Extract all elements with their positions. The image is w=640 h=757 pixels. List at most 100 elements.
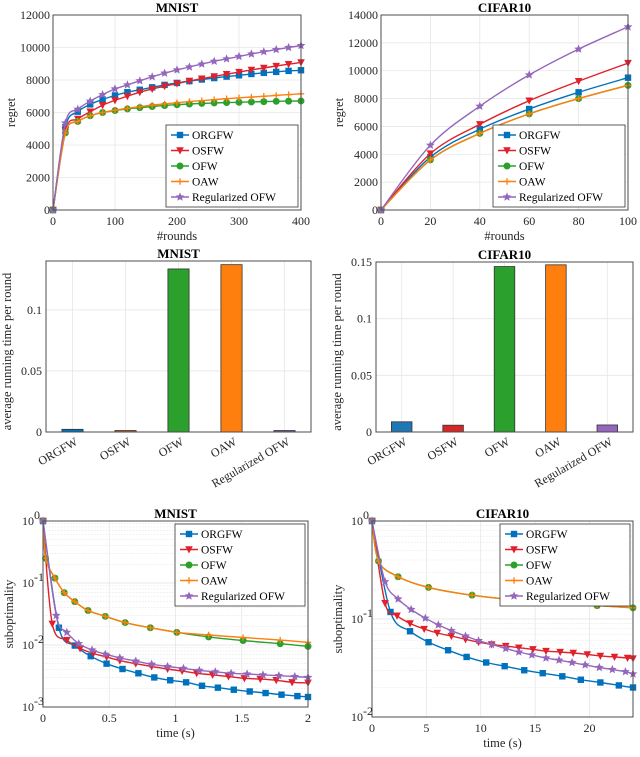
legend-label: OFW xyxy=(526,560,552,572)
y-tick-label: 14000 xyxy=(348,8,378,22)
legend-item: OAW xyxy=(180,576,228,588)
legend-item: OFW xyxy=(171,161,218,173)
data-point xyxy=(147,624,154,631)
chart-title: MNIST xyxy=(154,506,197,521)
y-tick-label: 0.1 xyxy=(357,312,372,326)
data-point xyxy=(272,97,280,105)
data-point xyxy=(294,692,301,700)
bar-ofw xyxy=(167,268,190,433)
data-point xyxy=(86,108,94,116)
data-point xyxy=(574,77,583,86)
y-tick-exponent: 0 xyxy=(363,508,369,522)
data-point xyxy=(160,68,169,77)
y-axis-label: average running time per round xyxy=(0,272,14,430)
data-point xyxy=(186,98,193,105)
data-point xyxy=(167,677,174,684)
data-point xyxy=(278,691,285,698)
data-point xyxy=(148,85,156,93)
legend-label: Regularized OFW xyxy=(519,192,603,204)
y-tick-label: 4000 xyxy=(354,147,378,161)
legend-item: ORGFW xyxy=(505,529,568,541)
data-point xyxy=(247,49,256,58)
y-tick-label: 6000 xyxy=(26,106,50,120)
x-tick-label: OSFW xyxy=(97,434,133,463)
y-axis-label: average running time per round xyxy=(330,272,344,430)
data-point xyxy=(406,620,414,628)
data-point xyxy=(525,97,533,105)
data-point xyxy=(577,676,584,683)
legend-label: OAW xyxy=(192,177,219,189)
data-point xyxy=(226,668,236,677)
data-point xyxy=(135,670,142,677)
chart-title: CIFAR10 xyxy=(476,506,529,521)
data-point xyxy=(87,112,94,119)
legend-label: OAW xyxy=(201,576,228,588)
data-point xyxy=(246,688,253,695)
data-point xyxy=(124,105,131,112)
bar-oaw xyxy=(545,264,567,433)
data-point xyxy=(161,100,168,108)
data-point xyxy=(526,105,533,113)
chart-title: CIFAR10 xyxy=(478,0,531,15)
data-point xyxy=(247,98,255,106)
data-point xyxy=(111,97,119,105)
legend-item: Regularized OFW xyxy=(180,591,285,603)
data-point xyxy=(394,573,402,580)
data-point xyxy=(223,95,230,102)
x-axis-label: time (s) xyxy=(156,726,195,740)
data-point xyxy=(427,156,434,164)
x-tick-label: 300 xyxy=(230,214,248,228)
y-tick-label: 10 xyxy=(22,700,34,714)
series-regularized-ofw xyxy=(38,516,313,682)
x-tick-label: 400 xyxy=(292,214,310,228)
data-point xyxy=(173,629,181,636)
data-point xyxy=(271,45,281,54)
data-point xyxy=(100,649,110,658)
data-point xyxy=(260,69,267,77)
legend-item: OSFW xyxy=(171,146,224,158)
data-point xyxy=(248,70,255,78)
x-tick-label: OAW xyxy=(532,434,564,460)
legend-marker xyxy=(185,546,193,554)
data-point xyxy=(147,72,157,81)
data-point xyxy=(256,675,265,684)
legend-label: OSFW xyxy=(201,545,233,557)
legend-item: OFW xyxy=(180,560,227,572)
bar-regularized-ofw xyxy=(596,424,618,433)
series-line xyxy=(380,77,629,211)
data-point xyxy=(526,110,533,118)
data-point xyxy=(198,97,205,104)
x-tick-label: 20 xyxy=(584,721,596,735)
data-point xyxy=(575,89,582,96)
data-point xyxy=(406,628,414,635)
data-point xyxy=(115,653,125,662)
axes-box xyxy=(42,520,309,708)
legend-label: ORGFW xyxy=(201,529,243,541)
y-tick-label: 0.05 xyxy=(21,364,42,378)
data-point xyxy=(554,655,564,664)
legend-item: Regularized OFW xyxy=(498,192,603,204)
y-tick-label: 0 xyxy=(44,203,50,217)
data-point xyxy=(61,589,68,596)
data-point xyxy=(476,126,483,133)
data-point xyxy=(73,104,83,113)
data-point xyxy=(248,93,255,101)
legend-marker xyxy=(510,561,518,569)
y-tick-label: 10 xyxy=(22,638,34,652)
y-axis-label: suboptimality xyxy=(331,584,345,654)
data-point xyxy=(608,664,617,674)
legend-marker xyxy=(185,561,193,569)
data-point xyxy=(539,669,546,677)
data-point xyxy=(98,101,107,110)
y-tick-label: 0 xyxy=(36,425,42,439)
legend-item: ORGFW xyxy=(498,130,561,142)
legend: ORGFW OSFW OFW OAW Regularized OFW xyxy=(165,124,299,208)
data-point xyxy=(210,73,218,81)
y-tick-label: 10000 xyxy=(20,41,50,55)
legend-label: ORGFW xyxy=(526,529,568,541)
legend-label: OFW xyxy=(201,560,227,572)
data-point xyxy=(87,645,97,654)
legend-item: OFW xyxy=(498,161,545,173)
